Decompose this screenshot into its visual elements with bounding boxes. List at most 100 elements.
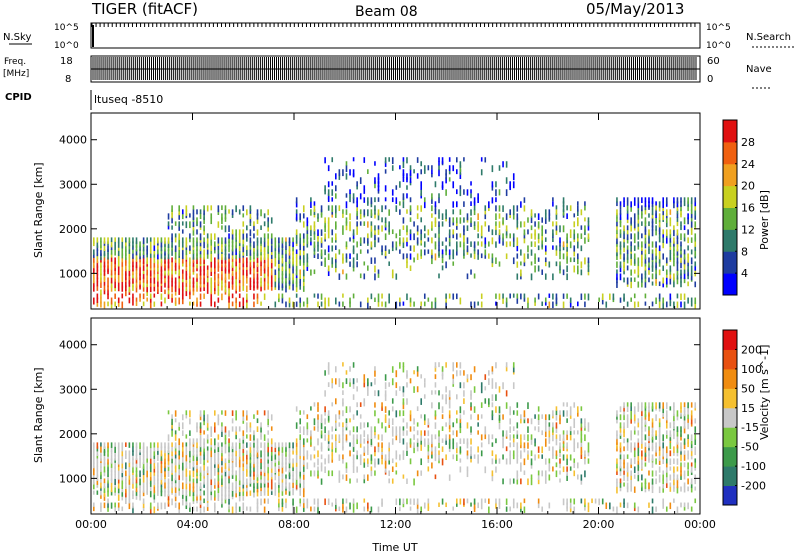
range-cell — [335, 422, 337, 429]
range-cell — [178, 462, 181, 470]
range-cell — [669, 273, 672, 279]
range-cell — [473, 245, 476, 252]
range-cell — [374, 434, 376, 439]
range-cell — [331, 470, 334, 477]
range-cell — [285, 474, 287, 479]
range-cell — [214, 506, 216, 513]
range-cell — [363, 438, 366, 444]
range-cell — [356, 426, 358, 433]
range-cell — [409, 426, 412, 432]
range-cell — [196, 249, 198, 257]
range-cell — [242, 273, 245, 280]
range-cell — [299, 277, 302, 283]
range-cell — [391, 418, 394, 426]
range-cell — [199, 233, 202, 241]
range-cell — [633, 257, 636, 264]
range-cell — [502, 454, 504, 460]
range-cell — [178, 241, 181, 248]
range-cell — [662, 301, 665, 309]
range-cell — [616, 221, 618, 227]
range-cell — [431, 301, 433, 309]
range-cell — [224, 249, 227, 255]
range-cell — [370, 257, 373, 264]
range-cell — [491, 402, 494, 408]
range-cell — [256, 478, 259, 484]
range-cell — [555, 406, 558, 411]
range-cell — [96, 450, 99, 456]
range-cell — [93, 502, 95, 507]
range-cell — [135, 486, 138, 493]
range-cell — [267, 474, 269, 481]
range-cell — [395, 273, 398, 280]
range-cell — [224, 265, 227, 272]
range-cell — [537, 418, 540, 426]
range-cell — [324, 257, 326, 262]
range-cell — [409, 205, 412, 212]
range-cell — [135, 494, 138, 500]
range-cell — [406, 257, 408, 263]
range-cell — [665, 257, 668, 264]
range-cell — [363, 478, 366, 484]
range-cell — [110, 285, 113, 292]
range-cell — [178, 233, 181, 240]
range-cell — [530, 478, 533, 486]
range-cell — [530, 438, 533, 445]
range-cell — [171, 265, 173, 271]
range-cell — [274, 454, 277, 460]
range-cell — [292, 482, 294, 488]
range-cell — [420, 249, 423, 257]
range-cell — [530, 241, 533, 247]
range-cell — [142, 486, 145, 493]
range-cell — [441, 213, 444, 220]
range-cell — [623, 241, 625, 248]
range-cell — [676, 237, 679, 245]
range-cell — [153, 470, 156, 476]
range-cell — [260, 442, 262, 448]
range-cell — [210, 458, 213, 465]
range-cell — [416, 173, 419, 179]
range-cell — [473, 273, 476, 279]
range-cell — [648, 229, 650, 236]
range-cell — [203, 253, 205, 260]
range-cell — [142, 446, 145, 453]
range-cell — [221, 281, 223, 288]
range-cell — [577, 253, 579, 260]
range-cell — [171, 418, 173, 426]
range-cell — [495, 189, 497, 197]
range-cell — [448, 410, 451, 415]
range-cell — [690, 269, 693, 277]
range-cell — [128, 502, 131, 510]
range-cell — [178, 474, 181, 480]
range-cell — [302, 502, 305, 508]
range-cell — [527, 297, 529, 303]
range-cell — [680, 245, 682, 251]
range-cell — [569, 257, 572, 263]
range-cell — [694, 265, 697, 271]
range-cell — [459, 458, 462, 463]
range-cell — [484, 374, 487, 380]
range-cell — [114, 301, 116, 307]
range-cell — [295, 197, 298, 204]
range-cell — [651, 482, 654, 489]
range-cell — [196, 462, 198, 469]
range-cell — [527, 454, 529, 460]
range-cell — [516, 221, 519, 228]
range-cell — [363, 273, 366, 280]
range-cell — [203, 506, 205, 513]
range-cell — [349, 253, 351, 260]
range-cell — [683, 237, 686, 242]
range-cell — [573, 470, 576, 477]
range-cell — [527, 450, 529, 455]
range-cell — [281, 269, 284, 276]
range-cell — [544, 442, 547, 447]
range-cell — [480, 498, 483, 504]
range-cell — [338, 382, 341, 388]
range-cell — [356, 197, 358, 203]
range-cell — [566, 213, 568, 219]
range-cell — [384, 245, 387, 251]
range-cell — [331, 382, 334, 389]
range-cell — [199, 474, 202, 482]
range-cell — [231, 486, 234, 492]
range-cell — [431, 197, 433, 204]
range-cell — [665, 273, 668, 278]
